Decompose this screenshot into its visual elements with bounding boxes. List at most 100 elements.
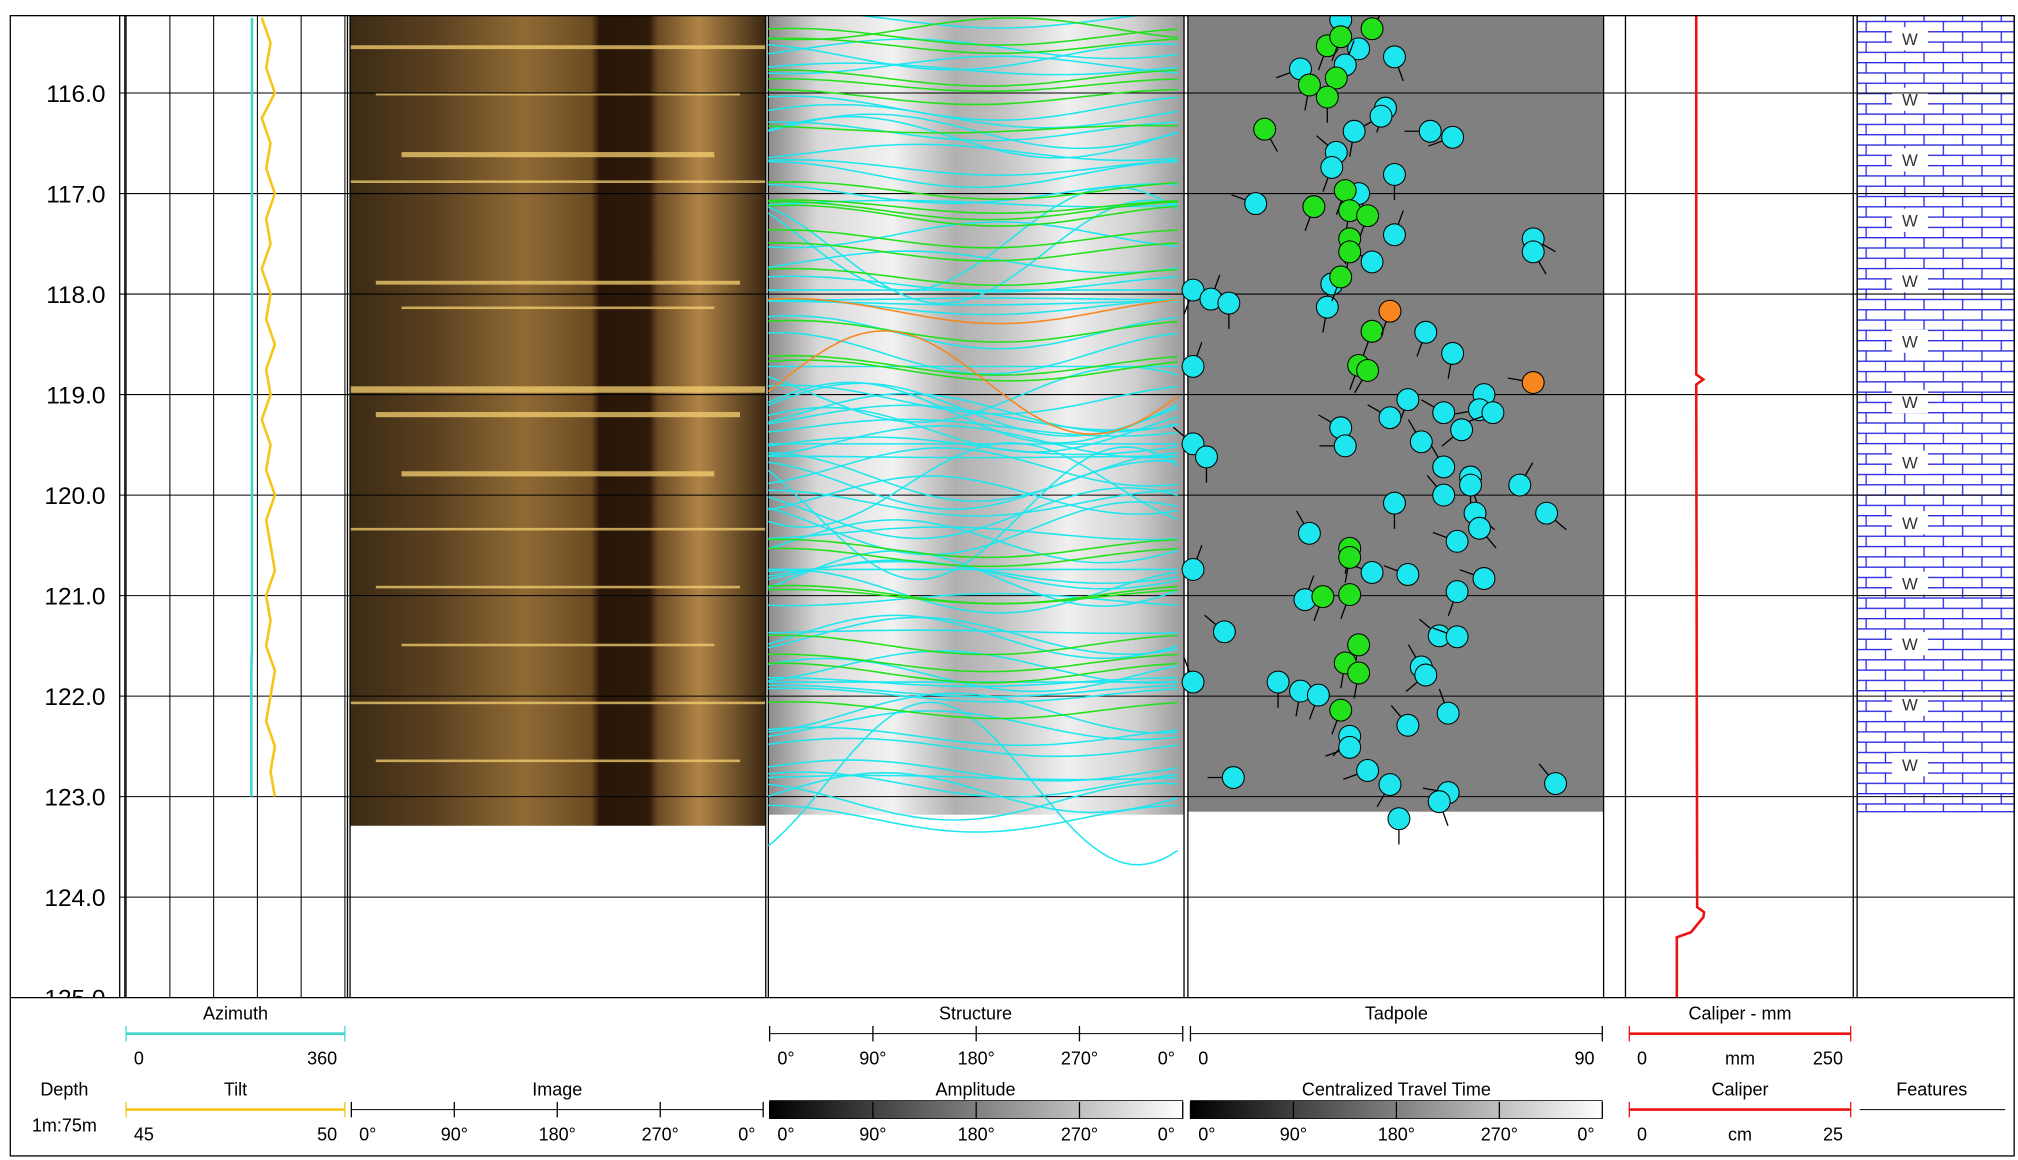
- depth-tick-label: 123.0: [44, 785, 105, 812]
- tadpole: [1397, 564, 1419, 586]
- image-streak: [402, 644, 715, 647]
- tadpole: [1361, 562, 1383, 584]
- scale-label: 270°: [1061, 1124, 1098, 1144]
- tadpole: [1334, 435, 1356, 457]
- tadpole: [1182, 355, 1204, 377]
- depth-tick-label: 117.0: [46, 182, 105, 209]
- tadpole: [1397, 389, 1419, 411]
- lithology-symbol: W: [1902, 514, 1918, 533]
- image-streak: [376, 586, 740, 589]
- image-streak: [350, 702, 766, 705]
- tadpole: [1442, 342, 1464, 364]
- scale-label: 50: [317, 1124, 337, 1144]
- tadpole: [1316, 296, 1338, 318]
- tadpole: [1245, 193, 1267, 215]
- track-title: Features: [1896, 1079, 1967, 1099]
- tadpole: [1482, 402, 1504, 424]
- scale-label: 250: [1813, 1049, 1843, 1069]
- image-streak: [402, 307, 715, 310]
- scale-label: 0: [134, 1049, 144, 1069]
- track-title: Centralized Travel Time: [1302, 1079, 1491, 1099]
- tadpole: [1339, 546, 1361, 568]
- scale-label: 180°: [958, 1124, 995, 1144]
- tadpole: [1321, 156, 1343, 178]
- lithology-symbol: W: [1902, 393, 1918, 412]
- scale-label: 270°: [1481, 1124, 1518, 1144]
- tadpole: [1325, 67, 1347, 89]
- tadpole: [1410, 431, 1432, 453]
- tadpole: [1473, 568, 1495, 590]
- tadpole: [1451, 419, 1473, 441]
- scale-label: 0°: [777, 1124, 794, 1144]
- image-streak: [376, 760, 740, 763]
- depth-tick-label: 116.0: [46, 81, 105, 108]
- tadpole: [1316, 86, 1338, 108]
- tadpole: [1213, 621, 1235, 643]
- tadpole: [1384, 164, 1406, 186]
- lithology-symbol: W: [1902, 454, 1918, 473]
- track-title: Caliper: [1711, 1079, 1768, 1099]
- tadpole: [1428, 791, 1450, 813]
- image-streak: [350, 386, 766, 392]
- tadpole: [1343, 120, 1365, 142]
- scale-label: 360: [307, 1049, 337, 1069]
- scale-label: 0: [1198, 1049, 1208, 1069]
- lithology-symbol: W: [1902, 696, 1918, 715]
- scale-label: 0°: [738, 1124, 755, 1144]
- track-title: Caliper - mm: [1689, 1004, 1792, 1024]
- tadpole: [1182, 559, 1204, 581]
- tadpole: [1522, 241, 1544, 263]
- tadpole: [1370, 105, 1392, 127]
- azimuth-curve: [251, 18, 252, 797]
- lithology-symbol: W: [1902, 30, 1918, 49]
- tadpole: [1339, 736, 1361, 758]
- lithology-symbol: W: [1902, 151, 1918, 170]
- tadpole: [1384, 492, 1406, 514]
- tadpole: [1196, 446, 1218, 468]
- scale-label: 180°: [1378, 1124, 1415, 1144]
- tadpole: [1182, 671, 1204, 693]
- depth-tick-label: 122.0: [44, 684, 105, 711]
- well-log: WWWWWWWWWWWWW116.0117.0118.0119.0120.012…: [0, 0, 2018, 1160]
- lithology-symbol: W: [1902, 635, 1918, 654]
- tadpole: [1460, 474, 1482, 496]
- depth-tick-label: 118.0: [46, 282, 105, 309]
- tadpole: [1522, 372, 1544, 394]
- image-streak: [376, 412, 740, 417]
- tadpole: [1509, 474, 1531, 496]
- tadpole: [1361, 320, 1383, 342]
- scale-label: 90°: [441, 1124, 468, 1144]
- track-title: Azimuth: [203, 1004, 268, 1024]
- lithology-symbol: W: [1902, 212, 1918, 231]
- scale-label: 270°: [1061, 1049, 1098, 1069]
- tadpole: [1330, 266, 1352, 288]
- depth-label: Depth: [40, 1079, 88, 1099]
- unit-label: cm: [1728, 1124, 1752, 1144]
- tadpole: [1379, 407, 1401, 429]
- scale-label: 90°: [1280, 1124, 1307, 1144]
- tadpole: [1536, 502, 1558, 524]
- scale-label: 0°: [777, 1049, 794, 1069]
- track-title: Tadpole: [1365, 1004, 1428, 1024]
- track-title: Image: [532, 1079, 582, 1099]
- depth-scale: 1m:75m: [32, 1115, 97, 1135]
- scale-label: 0°: [359, 1124, 376, 1144]
- image-streak: [402, 471, 715, 476]
- image-streak: [350, 180, 766, 183]
- track-title: Amplitude: [936, 1079, 1016, 1099]
- tadpole: [1415, 321, 1437, 343]
- tadpole: [1357, 205, 1379, 227]
- tadpole: [1267, 671, 1289, 693]
- lithology: [1857, 16, 2014, 812]
- image-log: [350, 16, 766, 826]
- tadpole: [1545, 773, 1567, 795]
- tadpole: [1357, 760, 1379, 782]
- scale-label: 0: [1637, 1049, 1647, 1069]
- tadpole: [1218, 292, 1240, 314]
- tadpole: [1379, 300, 1401, 322]
- tadpole: [1384, 224, 1406, 246]
- tadpole: [1254, 118, 1276, 140]
- tadpole: [1330, 26, 1352, 48]
- scale-label: 0: [1637, 1124, 1647, 1144]
- scale-label: 180°: [958, 1049, 995, 1069]
